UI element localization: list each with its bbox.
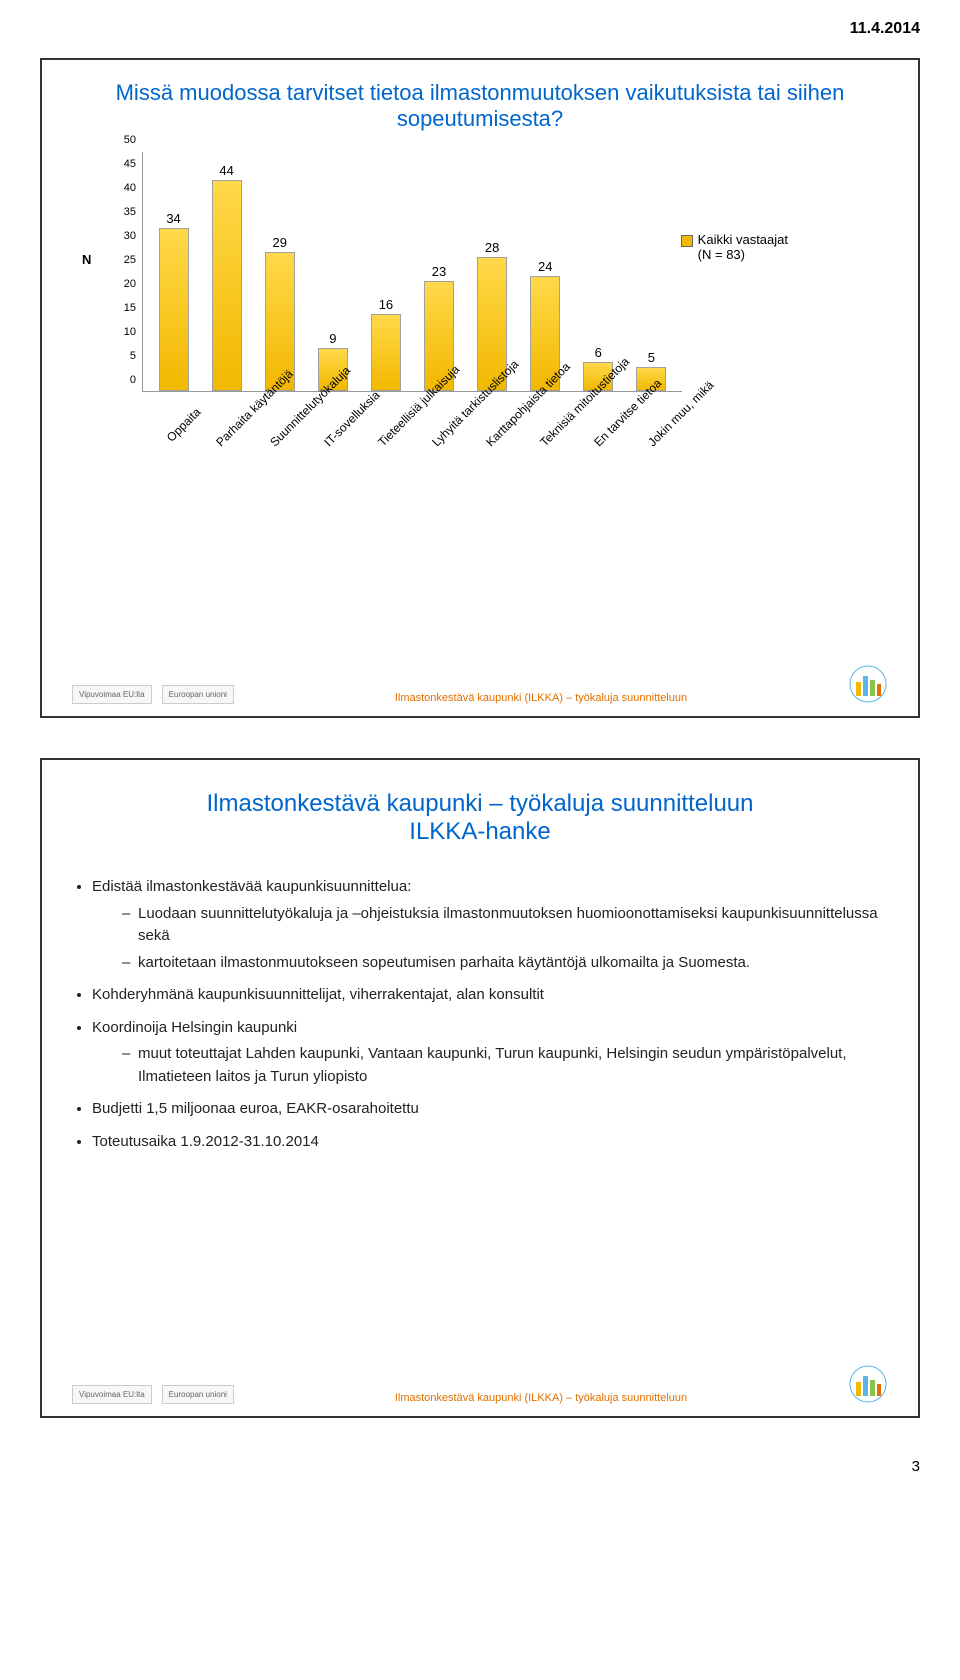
bar-value-label: 29 [273, 235, 287, 250]
bar-value-label: 24 [538, 259, 552, 274]
bar-value-label: 6 [595, 345, 602, 360]
y-ticks: 05101520253035404550 [110, 152, 140, 392]
legend-text-2: (N = 83) [698, 247, 788, 262]
bar-value-label: 44 [219, 163, 233, 178]
bullet-text: Budjetti 1,5 miljoonaa euroa, EAKR-osara… [92, 1100, 419, 1117]
bullet-item: Budjetti 1,5 miljoonaa euroa, EAKR-osara… [92, 1098, 888, 1121]
slide2-title: Ilmastonkestävä kaupunki – työkaluja suu… [72, 790, 888, 846]
bar-value-label: 28 [485, 240, 499, 255]
bar-value-label: 9 [329, 331, 336, 346]
eu-logo-2: Euroopan unioni [162, 1385, 234, 1404]
footer-logos: Vipuvoimaa EU:lta Euroopan unioni [72, 1385, 234, 1404]
bar-rect [371, 314, 401, 391]
slide2-title-line1: Ilmastonkestävä kaupunki – työkaluja suu… [206, 790, 753, 817]
bullet-item: Toteutusaika 1.9.2012-31.10.2014 [92, 1131, 888, 1154]
eu-logo-1: Vipuvoimaa EU:lta [72, 685, 152, 704]
bar-rect [212, 180, 242, 391]
y-tick: 25 [124, 254, 136, 266]
x-labels: OppaitaParhaita käytäntöjäSuunnittelutyö… [142, 397, 682, 411]
slide2-footer: Vipuvoimaa EU:lta Euroopan unioni Ilmast… [72, 1364, 888, 1404]
slide1-title: Missä muodossa tarvitset tietoa ilmaston… [72, 80, 888, 132]
x-category-label: Lyhyitä tarkistuslistoja [429, 405, 473, 449]
slide-2: Ilmastonkestävä kaupunki – työkaluja suu… [40, 758, 920, 1418]
y-tick: 0 [130, 374, 136, 386]
x-category-label: Teknisiä mitoitustietoja [537, 405, 581, 449]
y-tick: 30 [124, 230, 136, 242]
page-date: 11.4.2014 [40, 20, 920, 38]
bar-value-label: 34 [166, 211, 180, 226]
bar-column: 44 [203, 163, 251, 391]
bar-rect [159, 228, 189, 391]
city-icon [848, 664, 888, 704]
sub-bullet-list: Luodaan suunnittelutyökaluja ja –ohjeist… [122, 903, 888, 975]
bar-value-label: 23 [432, 264, 446, 279]
bullet-text: Edistää ilmastonkestävää kaupunkisuunnit… [92, 878, 411, 895]
slide2-title-line2: ILKKA-hanke [409, 818, 550, 845]
bullet-item: Edistää ilmastonkestävää kaupunkisuunnit… [92, 876, 888, 974]
slide2-bullets: Edistää ilmastonkestävää kaupunkisuunnit… [92, 876, 888, 1153]
sub-bullet-list: muut toteuttajat Lahden kaupunki, Vantaa… [122, 1043, 888, 1088]
bullet-item: Kohderyhmänä kaupunkisuunnittelijat, vih… [92, 984, 888, 1007]
legend-swatch [681, 235, 693, 247]
sub-bullet-item: muut toteuttajat Lahden kaupunki, Vantaa… [122, 1043, 888, 1088]
footer-project-text: Ilmastonkestävä kaupunki (ILKKA) – työka… [395, 692, 687, 704]
y-tick: 45 [124, 158, 136, 170]
footer-project-text: Ilmastonkestävä kaupunki (ILKKA) – työka… [395, 1392, 687, 1404]
chart-legend: Kaikki vastaajat (N = 83) [681, 232, 788, 262]
legend-text-1: Kaikki vastaajat [698, 232, 788, 247]
sub-bullet-item: Luodaan suunnittelutyökaluja ja –ohjeist… [122, 903, 888, 948]
bar-chart: N 05101520253035404550 34442991623282465… [112, 152, 848, 532]
footer-logos: Vipuvoimaa EU:lta Euroopan unioni [72, 685, 234, 704]
y-axis-label: N [82, 252, 91, 267]
x-category-label: IT-sovelluksia [321, 405, 365, 449]
y-tick: 5 [130, 350, 136, 362]
x-category-label: Oppaita [159, 405, 203, 449]
bar-value-label: 5 [648, 350, 655, 365]
bar-group: 34 44 29 9 16 23 28 24 6 5 [143, 152, 682, 391]
bullet-text: Toteutusaika 1.9.2012-31.10.2014 [92, 1133, 319, 1150]
bar-column: 29 [256, 235, 304, 391]
slide-1: Missä muodossa tarvitset tietoa ilmaston… [40, 58, 920, 718]
eu-logo-1: Vipuvoimaa EU:lta [72, 1385, 152, 1404]
bullet-text: Kohderyhmänä kaupunkisuunnittelijat, vih… [92, 986, 544, 1003]
city-icon [848, 1364, 888, 1404]
bullet-text: Koordinoija Helsingin kaupunki [92, 1019, 297, 1036]
sub-bullet-item: kartoitetaan ilmastonmuutokseen sopeutum… [122, 952, 888, 975]
eu-logo-2: Euroopan unioni [162, 685, 234, 704]
x-category-label: Jokin muu, mikä [645, 405, 689, 449]
page-number: 3 [40, 1458, 920, 1475]
x-category-label: Suunnittelutyökaluja [267, 405, 311, 449]
bar-value-label: 16 [379, 297, 393, 312]
slide1-footer: Vipuvoimaa EU:lta Euroopan unioni Ilmast… [72, 664, 888, 704]
x-category-label: Tieteellisiä julkaisuja [375, 405, 419, 449]
bar-column: 34 [150, 211, 198, 391]
bar-column: 16 [362, 297, 410, 391]
x-category-label: Karttapohjaista tietoa [483, 405, 527, 449]
y-tick: 15 [124, 302, 136, 314]
x-category-label: En tarvitse tietoa [591, 405, 635, 449]
y-tick: 20 [124, 278, 136, 290]
y-tick: 50 [124, 134, 136, 146]
y-tick: 40 [124, 182, 136, 194]
x-category-label: Parhaita käytäntöjä [213, 405, 257, 449]
bullet-item: Koordinoija Helsingin kaupunki muut toteu… [92, 1017, 888, 1089]
y-tick: 10 [124, 326, 136, 338]
chart-plot-area: 34 44 29 9 16 23 28 24 6 5 [142, 152, 682, 392]
y-tick: 35 [124, 206, 136, 218]
